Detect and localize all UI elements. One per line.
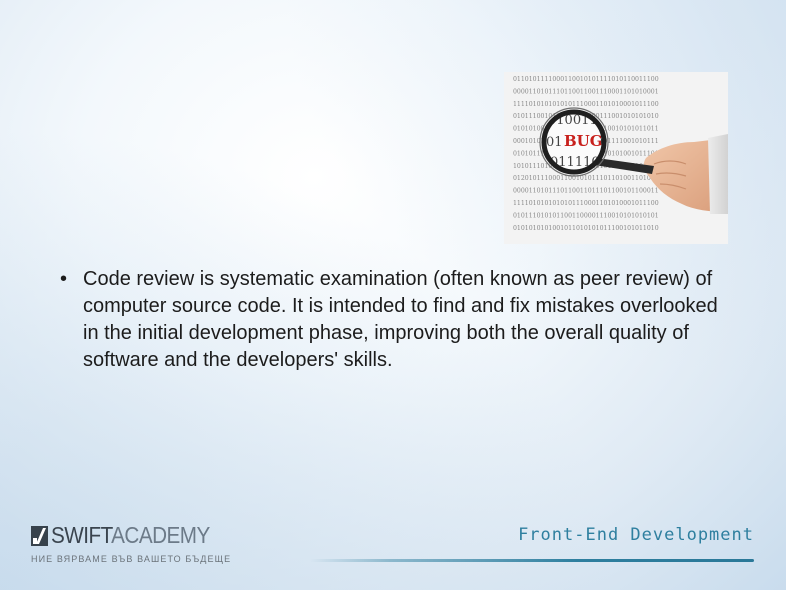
magnifier-bug-icon: 0110101111000110010101111010110011100 000… [504, 72, 728, 244]
bullet-glyph: • [60, 268, 68, 290]
lens-row: 01 [546, 135, 563, 150]
logo-tagline: НИЕ ВЯРВАМЕ ВЪВ ВАШЕТО БЪДЕЩЕ [31, 554, 232, 564]
sleeve [708, 134, 728, 214]
binary-row: 0120101110001100101011101101001101010 [513, 175, 659, 182]
magnifier-handle [594, 158, 654, 174]
bug-magnifier-image: 0110101111000110010101111010110011100 000… [504, 72, 728, 244]
binary-row: 0000110101110110011001110001101010001 [513, 88, 659, 95]
swift-academy-logo-mark [31, 526, 48, 546]
logo-wordmark: SWIFTACADEMY [51, 523, 210, 548]
binary-row: 1111010101010101110001101010001011100 [513, 200, 659, 207]
footer-divider [310, 559, 754, 562]
binary-row: 0101110101011001100001110010101010101 [513, 212, 659, 219]
binary-row: 0000110101110110011011101100101100011 [513, 188, 659, 195]
bullet-item: • Code review is systematic examination … [60, 266, 720, 374]
binary-row: 0101010101001011010101011100101011010 [513, 225, 659, 232]
course-title: Front-End Development [518, 525, 754, 545]
hand-icon [643, 138, 728, 212]
logo-swift: SWIFT [51, 522, 112, 548]
bullet-list: • Code review is systematic examination … [60, 266, 720, 374]
binary-row: 1111010101010101110001101010001011100 [513, 101, 659, 108]
bullet-text: Code review is systematic examination (o… [83, 268, 718, 371]
bug-label: BUG [564, 132, 603, 150]
magnifier-rim [541, 109, 607, 175]
binary-row: 0110101111000110010101111010110011100 [513, 76, 659, 83]
logo-academy: ACADEMY [111, 522, 210, 548]
